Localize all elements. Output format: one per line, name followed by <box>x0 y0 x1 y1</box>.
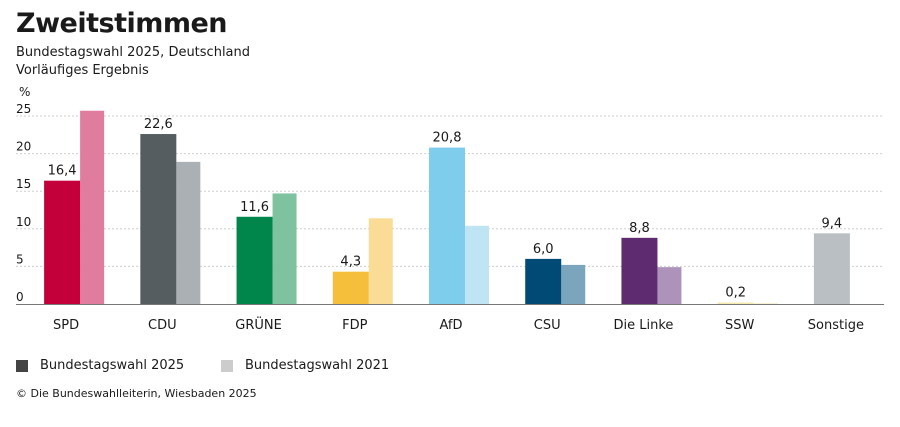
x-tick-label-grüne: GRÜNE <box>235 316 282 333</box>
data-label-sonstige: 9,4 <box>822 216 843 231</box>
y-tick-label-5: 5 <box>16 252 24 266</box>
bar-2025-spd <box>44 180 81 304</box>
y-tick-label-10: 10 <box>16 215 31 229</box>
bar-2021-die-linke <box>657 267 682 304</box>
x-tick-label-csu: CSU <box>534 318 561 333</box>
data-label-ssw: 0,2 <box>725 285 746 300</box>
legend-swatch-2025 <box>16 359 28 372</box>
y-tick-label-15: 15 <box>16 177 31 191</box>
bar-2021-fdp <box>368 218 393 304</box>
data-label-die-linke: 8,8 <box>629 221 650 236</box>
legend-swatch-2021 <box>221 359 233 372</box>
bar-2021-afd <box>465 225 489 304</box>
bar-2021-ssw <box>753 303 778 304</box>
bar-2025-grüne <box>236 216 273 304</box>
bar-2021-csu <box>561 264 586 304</box>
data-label-grüne: 11,6 <box>240 200 269 215</box>
bar-2025-ssw <box>717 302 754 304</box>
bar-2025-csu <box>525 258 562 304</box>
bar-2025-fdp <box>332 271 369 304</box>
bar-2025-cdu <box>140 134 177 304</box>
x-tick-label-spd: SPD <box>53 318 79 333</box>
bar-chart: 0 5 10 15 20 25% 16,4 SPD 22,6 CDU 11,6 GRÜNE 4,3 FDP… <box>16 85 884 333</box>
x-tick-label-sonstige: Sonstige <box>808 318 864 333</box>
chart-subtitle-status: Vorläufiges Ergebnis <box>16 63 149 78</box>
bar-2025-sonstige <box>813 233 850 304</box>
bar-2021-spd <box>80 110 105 305</box>
data-label-fdp: 4,3 <box>340 255 361 270</box>
chart-subtitle: Bundestagswahl 2025, Deutschland <box>16 45 251 60</box>
y-tick-label-25: 25 <box>16 102 31 116</box>
x-tick-label-fdp: FDP <box>342 318 367 333</box>
bar-2021-cdu <box>176 161 201 304</box>
data-label-csu: 6,0 <box>533 242 554 257</box>
data-label-afd: 20,8 <box>433 131 462 146</box>
legend-item-2025: Bundestagswahl 2025 <box>16 358 184 373</box>
bar-2025-afd <box>429 147 465 304</box>
y-tick-label-20: 20 <box>16 140 31 154</box>
source-note: © Die Bundeswahlleiterin, Wiesbaden 2025 <box>16 387 257 400</box>
x-tick-label-afd: AfD <box>439 318 462 333</box>
x-tick-label-ssw: SSW <box>725 318 755 333</box>
data-label-cdu: 22,6 <box>144 117 173 132</box>
data-label-spd: 16,4 <box>48 164 77 179</box>
legend-label-2025: Bundestagswahl 2025 <box>40 358 185 373</box>
y-tick-label-0: 0 <box>16 290 24 304</box>
legend-item-2021: Bundestagswahl 2021 <box>221 358 389 373</box>
bar-2025-die-linke <box>621 237 658 304</box>
y-axis-unit: % <box>19 85 30 99</box>
x-tick-label-cdu: CDU <box>148 318 177 333</box>
chart-title: Zweitstimmen <box>16 8 228 39</box>
legend-label-2021: Bundestagswahl 2021 <box>245 358 390 373</box>
x-tick-label-die-linke: Die Linke <box>613 318 673 333</box>
bar-2021-grüne <box>272 193 297 304</box>
